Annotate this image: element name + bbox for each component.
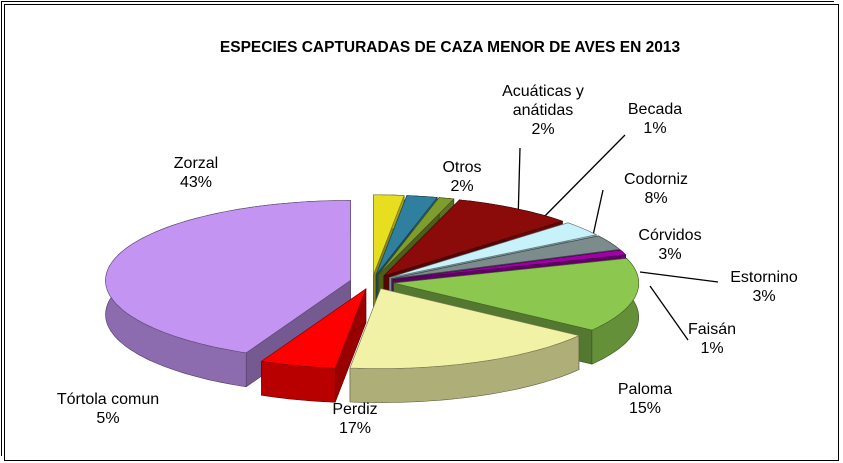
data-label: Zorzal 43% — [174, 154, 218, 192]
slice — [260, 288, 367, 369]
label-value: 1% — [700, 340, 724, 357]
label-value: 43% — [179, 174, 213, 191]
pie — [105, 194, 639, 403]
data-label: Otros 2% — [442, 158, 481, 196]
label-name: Becada — [627, 101, 683, 118]
slice — [392, 249, 627, 280]
label-value: 2% — [450, 178, 474, 195]
label-value: 8% — [644, 190, 668, 207]
data-label: Paloma 15% — [618, 380, 672, 418]
data-label: Faisán 1% — [688, 320, 736, 358]
label-name: Otros — [442, 159, 482, 176]
label-value: 3% — [658, 246, 682, 263]
slice — [389, 222, 598, 278]
label-name: Zorzal — [173, 155, 219, 172]
label-value: 1% — [643, 120, 667, 137]
label-name: Codorniz — [623, 171, 689, 188]
slice — [375, 195, 438, 276]
label-name: Acuáticas y anátidas — [502, 83, 584, 119]
label-name: Paloma — [617, 381, 673, 398]
chart-title: ESPECIES CAPTURADAS DE CAZA MENOR DE AVE… — [220, 39, 681, 56]
label-value: 5% — [96, 410, 120, 427]
data-label: Becada 1% — [628, 100, 682, 138]
data-label: Codorniz 8% — [624, 170, 688, 208]
slice — [105, 200, 351, 354]
data-label: Tórtola comun 5% — [57, 390, 159, 428]
slice — [349, 288, 580, 369]
label-name: Tórtola comun — [56, 391, 160, 408]
label-name: Faisán — [687, 321, 737, 338]
slice — [393, 258, 639, 331]
data-label: Perdiz 17% — [332, 400, 377, 438]
slice — [383, 199, 564, 277]
slice — [377, 197, 455, 276]
leader-line — [639, 271, 719, 283]
leader-line — [591, 189, 604, 241]
data-label: Córvidos 3% — [638, 226, 701, 264]
leader-line — [649, 285, 689, 341]
label-name: Córvidos — [638, 227, 702, 244]
leader-line — [534, 134, 626, 227]
slice — [391, 235, 621, 279]
label-value: 3% — [752, 288, 776, 305]
slice — [373, 194, 405, 275]
data-label: Estornino 3% — [730, 268, 798, 306]
label-value: 15% — [628, 400, 662, 417]
chart-frame — [4, 4, 839, 461]
label-name: Perdiz — [332, 401, 378, 418]
data-label: Acuáticas y anátidas 2% — [483, 82, 603, 139]
label-name: Estornino — [730, 269, 798, 286]
label-value: 17% — [338, 420, 372, 437]
label-value: 2% — [531, 121, 555, 138]
